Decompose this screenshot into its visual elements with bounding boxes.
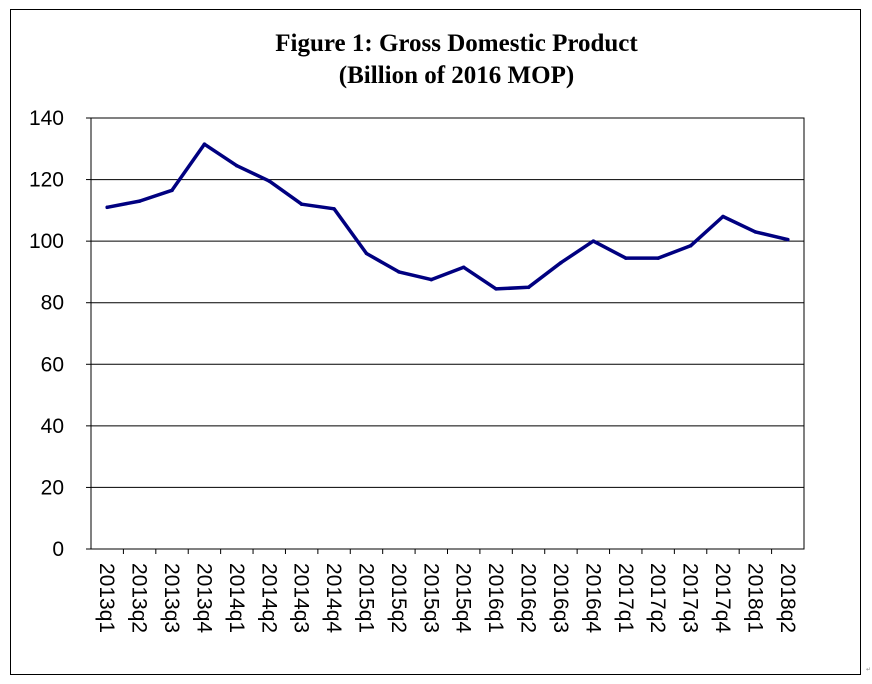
plot-area-border bbox=[90, 117, 805, 550]
x-tick-label: 2013q3 bbox=[160, 563, 183, 633]
x-tick-label: 2018q2 bbox=[776, 563, 799, 633]
x-tick-label: 2017q3 bbox=[679, 563, 702, 633]
data-point bbox=[137, 199, 142, 203]
x-tick-label: 2013q1 bbox=[95, 563, 118, 633]
x-tick-label: 2016q2 bbox=[517, 563, 540, 633]
x-tick-label: 2017q1 bbox=[614, 563, 637, 633]
y-axis: 0 20 40 60 80 100 120 140 bbox=[29, 107, 91, 561]
y-tick-label: 20 bbox=[41, 476, 64, 499]
gridlines bbox=[91, 179, 804, 488]
data-point bbox=[364, 251, 369, 256]
y-tick-label: 100 bbox=[29, 230, 64, 253]
data-point bbox=[429, 277, 434, 282]
data-point bbox=[656, 256, 660, 260]
x-axis: 2013q1 2013q2 2013q3 2013q4 2014q1 2014q2 2014… bbox=[95, 549, 799, 633]
paragraph-mark: ↵ bbox=[866, 666, 872, 673]
x-tick-label: 2014q3 bbox=[290, 563, 313, 633]
x-tick-label: 2016q3 bbox=[549, 563, 572, 633]
y-tick-label: 40 bbox=[41, 415, 64, 438]
x-tick-label: 2015q1 bbox=[354, 563, 377, 633]
x-tick-label: 2015q4 bbox=[452, 563, 475, 633]
chart-title-line-1: Figure 1: Gross Domestic Product bbox=[275, 30, 638, 57]
y-tick-label: 60 bbox=[41, 353, 64, 376]
data-point bbox=[332, 207, 336, 211]
data-point bbox=[721, 214, 725, 219]
data-point bbox=[202, 142, 207, 146]
x-tick-label: 2014q2 bbox=[257, 563, 280, 633]
data-point bbox=[105, 205, 109, 210]
x-tick-label: 2015q2 bbox=[387, 563, 410, 633]
x-tick-label: 2014q4 bbox=[322, 563, 345, 633]
data-point bbox=[397, 270, 401, 274]
data-point bbox=[235, 163, 239, 168]
data-point bbox=[299, 202, 304, 206]
x-tick-label: 2018q1 bbox=[743, 563, 766, 633]
y-tick-label: 80 bbox=[41, 292, 64, 315]
chart-frame: Figure 1: Gross Domestic Product (Billio… bbox=[10, 9, 861, 675]
data-point bbox=[267, 179, 271, 183]
data-point bbox=[461, 265, 466, 270]
data-point bbox=[170, 188, 174, 193]
data-point bbox=[753, 230, 758, 234]
data-point bbox=[591, 239, 596, 243]
data-point bbox=[494, 287, 498, 291]
x-tick-label: 2013q2 bbox=[128, 563, 151, 633]
data-point bbox=[786, 237, 790, 242]
x-tick-label: 2016q1 bbox=[484, 563, 507, 633]
data-point bbox=[624, 256, 628, 260]
data-point bbox=[688, 244, 693, 248]
x-tick-label: 2017q2 bbox=[646, 563, 669, 633]
y-tick-label: 0 bbox=[52, 538, 64, 561]
data-point bbox=[559, 260, 563, 265]
x-tick-label: 2016q4 bbox=[581, 563, 604, 633]
series-line-0 bbox=[105, 142, 790, 291]
y-tick-label: 120 bbox=[29, 169, 64, 192]
data-point bbox=[526, 285, 531, 290]
x-tick-label: 2013q4 bbox=[192, 563, 215, 633]
y-tick-label: 140 bbox=[29, 107, 64, 130]
series-layer bbox=[105, 142, 790, 291]
x-tick-label: 2017q4 bbox=[711, 563, 734, 633]
chart-title: Figure 1: Gross Domestic Product (Billio… bbox=[11, 28, 862, 92]
chart-title-line-2: (Billion of 2016 MOP) bbox=[338, 62, 575, 89]
x-tick-label: 2015q3 bbox=[419, 563, 442, 633]
x-tick-label: 2014q1 bbox=[225, 563, 248, 633]
